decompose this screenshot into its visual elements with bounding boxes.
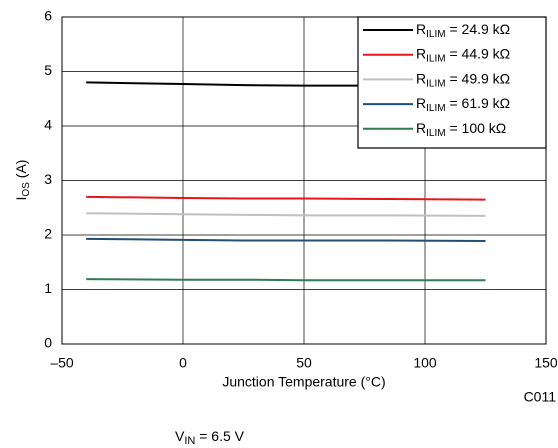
x-tick-label: 0 xyxy=(179,355,187,371)
legend-entry: RILIM = 61.9 kΩ xyxy=(416,95,510,114)
x-tick-label: 150 xyxy=(534,355,558,371)
figure-code: C011 xyxy=(524,389,557,405)
y-tick-label: 2 xyxy=(44,226,52,242)
x-tick-label: 50 xyxy=(296,355,312,371)
series-line xyxy=(86,195,486,201)
series-line xyxy=(86,212,486,217)
series-line xyxy=(86,278,486,282)
series-line xyxy=(86,237,486,242)
x-tick-label: –50 xyxy=(50,355,74,371)
y-tick-label: 5 xyxy=(44,62,52,78)
y-tick-label: 1 xyxy=(44,280,52,296)
y-tick-label: 3 xyxy=(44,171,52,187)
x-tick-label: 100 xyxy=(413,355,437,371)
legend-entry: RILIM = 49.9 kΩ xyxy=(416,70,510,89)
legend-entry: RILIM = 44.9 kΩ xyxy=(416,45,510,64)
legend-entry: RILIM = 24.9 kΩ xyxy=(416,21,510,40)
x-axis-label: Junction Temperature (°C) xyxy=(222,374,385,390)
y-tick-label: 0 xyxy=(44,335,52,351)
y-axis-label: IOS (A) xyxy=(13,160,32,201)
condition-note: VIN = 6.5 V xyxy=(175,428,245,447)
legend-box xyxy=(357,16,547,149)
legend-entry: RILIM = 100 kΩ xyxy=(416,120,506,139)
y-tick-label: 6 xyxy=(44,8,52,24)
plot-frame xyxy=(61,16,547,345)
y-tick-label: 4 xyxy=(44,117,52,133)
